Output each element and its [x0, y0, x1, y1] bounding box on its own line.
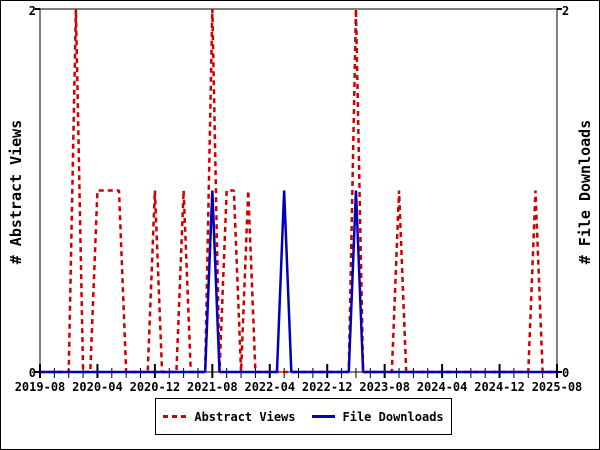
legend-item-file-downloads: File Downloads [311, 409, 444, 424]
svg-text:2021-08: 2021-08 [187, 380, 238, 394]
svg-text:2025-08: 2025-08 [532, 380, 583, 394]
svg-text:2: 2 [29, 4, 36, 18]
abstract-views-dashed-line-sample [163, 415, 187, 418]
legend: Abstract Views File Downloads [155, 398, 452, 435]
legend-label-abstract-views: Abstract Views [194, 409, 296, 424]
svg-text:2022-04: 2022-04 [244, 380, 295, 394]
file-downloads-solid-line-sample [311, 415, 335, 418]
legend-item-abstract-views: Abstract Views [163, 409, 296, 424]
svg-text:2020-04: 2020-04 [72, 380, 123, 394]
svg-text:0: 0 [562, 366, 569, 380]
svg-text:2024-04: 2024-04 [417, 380, 468, 394]
svg-text:2020-12: 2020-12 [130, 380, 181, 394]
svg-text:2022-12: 2022-12 [302, 380, 353, 394]
svg-text:2023-08: 2023-08 [359, 380, 410, 394]
svg-text:2019-08: 2019-08 [15, 380, 66, 394]
svg-text:2024-12: 2024-12 [474, 380, 525, 394]
right-axis-title: # File Downloads [576, 119, 594, 265]
legend-label-file-downloads: File Downloads [342, 409, 444, 424]
left-axis-title: # Abstract Views [7, 119, 25, 265]
svg-text:0: 0 [29, 366, 36, 380]
svg-text:2: 2 [562, 4, 569, 18]
